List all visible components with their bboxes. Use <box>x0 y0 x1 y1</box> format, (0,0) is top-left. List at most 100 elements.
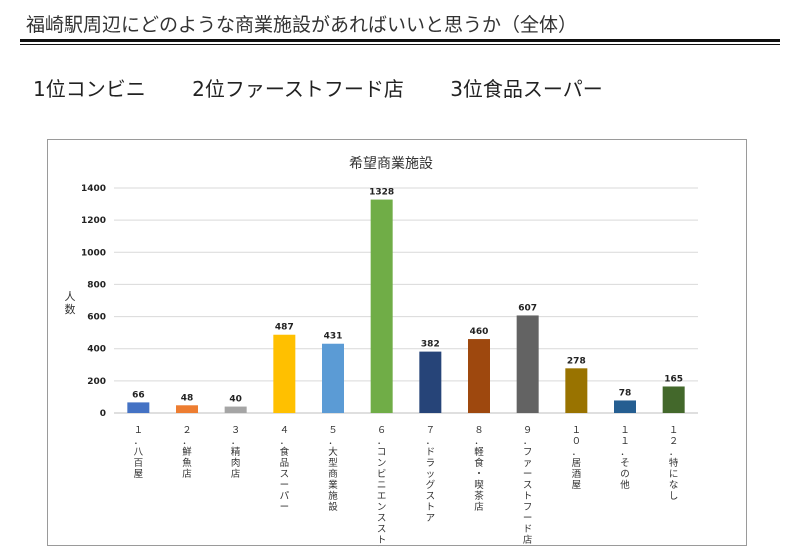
y-tick-label: 1200 <box>81 216 106 226</box>
svg-text:５: ５ <box>328 425 338 436</box>
svg-text:屋: 屋 <box>572 480 582 491</box>
svg-text:酒: 酒 <box>572 469 582 480</box>
y-tick-label: 400 <box>87 345 106 355</box>
svg-text:そ: そ <box>620 458 630 469</box>
data-label: 607 <box>518 303 537 313</box>
ranking-summary: 1位コンビニ 2位ファーストフード店 3位食品スーパー <box>33 73 603 102</box>
svg-text:１: １ <box>669 425 679 436</box>
bar <box>516 315 539 413</box>
svg-text:．: ． <box>669 447 679 458</box>
bars <box>127 199 685 413</box>
y-tick-label: 1400 <box>81 184 106 194</box>
svg-text:食: 食 <box>280 446 290 458</box>
svg-text:の: の <box>620 469 630 480</box>
svg-text:．: ． <box>523 436 533 447</box>
svg-text:．: ． <box>280 436 290 447</box>
svg-text:ー: ー <box>280 502 290 513</box>
ranking-3: 3位食品スーパー <box>450 77 603 101</box>
svg-text:ー: ー <box>523 513 533 524</box>
svg-text:．: ． <box>377 436 387 447</box>
svg-text:１: １ <box>620 436 630 447</box>
page-title: 福崎駅周辺にどのような商業施設があればいいと思うか（全体） <box>26 14 578 36</box>
bar <box>662 386 685 413</box>
svg-text:し: し <box>669 491 679 502</box>
y-axis-label: 人数 <box>65 290 76 316</box>
data-labels: 66 48 40 487 431 1328 382 460 607 278 78 165 <box>132 188 683 405</box>
svg-text:６: ６ <box>377 425 387 436</box>
svg-text:な: な <box>669 480 679 491</box>
chart-frame: 希望商業施設 0 200 400 600 800 1000 1200 1400 人数 66 48… <box>47 139 747 547</box>
y-axis-label-char: 人 <box>65 290 76 303</box>
svg-text:品: 品 <box>280 458 290 469</box>
svg-text:八: 八 <box>134 447 144 458</box>
bar <box>127 402 150 413</box>
svg-text:屋: 屋 <box>134 469 144 480</box>
svg-text:．: ． <box>231 436 241 447</box>
data-label: 1328 <box>369 188 394 198</box>
svg-text:施: 施 <box>328 490 338 502</box>
svg-text:．: ． <box>620 447 630 458</box>
x-tick-label: ８．軽食・喫茶店 <box>474 425 484 513</box>
svg-text:ス: ス <box>523 480 533 491</box>
data-label: 66 <box>132 390 145 400</box>
y-tick-label: 800 <box>87 280 106 290</box>
svg-text:肉: 肉 <box>231 457 241 469</box>
svg-text:．: ． <box>572 447 582 458</box>
svg-text:ス: ス <box>280 469 290 480</box>
svg-text:０: ０ <box>572 436 582 447</box>
svg-text:型: 型 <box>328 458 338 469</box>
svg-text:８: ８ <box>474 425 484 436</box>
x-tick-label: ３．精肉店 <box>231 425 241 480</box>
svg-text:ス: ス <box>377 524 387 535</box>
data-label: 40 <box>229 395 242 405</box>
svg-text:店: 店 <box>474 501 484 513</box>
svg-text:フ: フ <box>523 502 533 513</box>
svg-text:ア: ア <box>426 513 436 524</box>
svg-text:１: １ <box>620 425 630 436</box>
svg-text:コ: コ <box>377 447 387 458</box>
data-label: 165 <box>664 374 683 384</box>
svg-text:百: 百 <box>134 458 144 469</box>
svg-text:ド: ド <box>426 447 436 458</box>
bar <box>224 406 247 413</box>
svg-text:２: ２ <box>182 425 192 436</box>
svg-text:ト: ト <box>523 491 533 502</box>
svg-text:店: 店 <box>523 534 533 546</box>
svg-text:ン: ン <box>377 502 387 513</box>
svg-text:商: 商 <box>328 468 338 480</box>
svg-text:ー: ー <box>280 480 290 491</box>
y-axis-ticks: 0 200 400 600 800 1000 1200 1400 <box>81 184 106 419</box>
y-tick-label: 0 <box>100 409 106 419</box>
svg-text:魚: 魚 <box>182 457 192 469</box>
svg-text:．: ． <box>182 436 192 447</box>
svg-text:店: 店 <box>231 468 241 480</box>
title-divider-thin <box>20 44 780 45</box>
svg-text:に: に <box>669 469 679 480</box>
x-axis-labels: １．八百屋２．鮮魚店３．精肉店４．食品スーパー５．大型商業施設６．コンビニエンス… <box>134 425 679 547</box>
svg-text:特: 特 <box>669 457 679 469</box>
data-label: 48 <box>181 393 194 403</box>
y-axis-label-char: 数 <box>65 303 76 316</box>
y-tick-label: 600 <box>87 313 106 323</box>
y-tick-label: 1000 <box>81 248 106 258</box>
svg-text:精: 精 <box>231 446 241 458</box>
svg-text:フ: フ <box>523 447 533 458</box>
data-label: 487 <box>275 323 294 333</box>
svg-text:ッ: ッ <box>426 469 436 480</box>
data-label: 382 <box>421 340 440 350</box>
svg-text:．: ． <box>328 436 338 447</box>
svg-text:．: ． <box>474 436 484 447</box>
bar <box>565 368 588 413</box>
ranking-2: 2位ファーストフード店 <box>192 77 404 101</box>
svg-text:ー: ー <box>523 469 533 480</box>
bar <box>468 339 490 413</box>
svg-text:９: ９ <box>523 425 533 436</box>
x-tick-label: １．八百屋 <box>134 425 144 480</box>
svg-text:７: ７ <box>426 425 436 436</box>
svg-text:食: 食 <box>474 457 484 469</box>
svg-text:店: 店 <box>182 468 192 480</box>
x-tick-label: １０．居酒屋 <box>572 425 582 491</box>
